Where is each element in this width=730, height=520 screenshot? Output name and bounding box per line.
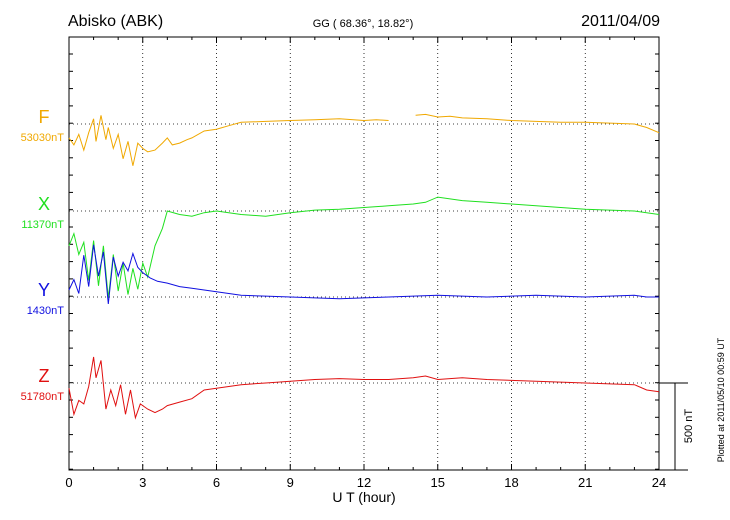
series-line-f	[415, 113, 660, 134]
component-labels: F 53030nT X 11370nT Y 1430nT Z 51780nT	[21, 107, 65, 403]
axis-ticks	[68, 37, 660, 470]
x-tick-label: 9	[287, 475, 294, 490]
x-tick-label: 6	[213, 475, 220, 490]
series-line-x	[68, 196, 660, 299]
x-tick-label: 3	[139, 475, 146, 490]
grid-lines	[69, 37, 659, 470]
series-line-z	[68, 356, 660, 420]
component-letter-z: Z	[39, 366, 50, 386]
component-letter-y: Y	[38, 280, 50, 300]
x-tick-labels: 0 3 6 9 12 15 18 21 24	[65, 475, 666, 490]
component-letter-x: X	[38, 194, 50, 214]
series-line-f	[68, 115, 389, 166]
scale-bar: 500 nT	[659, 382, 695, 471]
component-letter-f: F	[39, 107, 50, 127]
x-tick-label: 0	[65, 475, 72, 490]
x-axis-label: U T (hour)	[332, 489, 395, 505]
coordinates-label: GG ( 68.36°, 18.82°)	[313, 18, 414, 30]
component-baseline-f: 53030nT	[21, 132, 65, 144]
component-baseline-x: 11370nT	[21, 219, 64, 231]
x-tick-label: 15	[431, 475, 445, 490]
component-baseline-z: 51780nT	[21, 391, 65, 403]
x-tick-label: 24	[652, 475, 666, 490]
date-label: 2011/04/09	[581, 13, 660, 30]
x-tick-label: 21	[578, 475, 592, 490]
station-title: Abisko (ABK)	[68, 13, 163, 30]
series-line-y	[68, 244, 659, 305]
x-tick-label: 12	[357, 475, 371, 490]
plotted-at-note: Plotted at 2011/05/10 00:59 UT	[716, 337, 726, 462]
x-tick-label: 18	[504, 475, 518, 490]
scale-bar-label: 500 nT	[683, 409, 695, 444]
series-lines	[68, 113, 660, 420]
component-baseline-y: 1430nT	[27, 305, 65, 317]
